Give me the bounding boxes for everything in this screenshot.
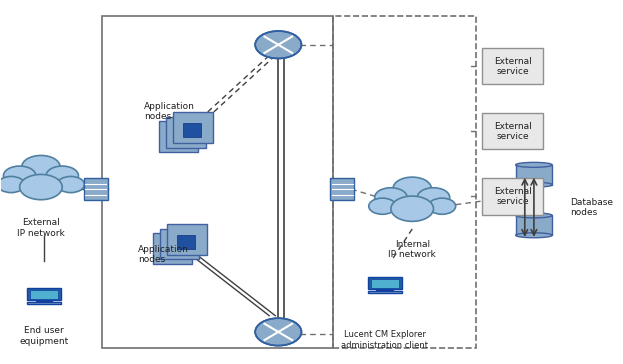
Circle shape (393, 177, 431, 200)
FancyBboxPatch shape (159, 121, 198, 152)
FancyBboxPatch shape (170, 240, 188, 253)
FancyBboxPatch shape (166, 117, 206, 147)
Text: Application
nodes: Application nodes (145, 102, 195, 121)
FancyBboxPatch shape (169, 132, 186, 146)
Circle shape (0, 177, 25, 193)
FancyBboxPatch shape (30, 290, 59, 299)
Circle shape (374, 188, 407, 207)
Circle shape (22, 155, 60, 178)
FancyBboxPatch shape (27, 288, 60, 300)
FancyBboxPatch shape (368, 291, 402, 293)
Circle shape (429, 198, 455, 214)
FancyBboxPatch shape (36, 300, 52, 301)
FancyBboxPatch shape (368, 277, 402, 289)
FancyBboxPatch shape (482, 113, 543, 150)
FancyBboxPatch shape (167, 225, 207, 255)
FancyBboxPatch shape (482, 48, 543, 84)
FancyBboxPatch shape (153, 233, 192, 264)
Circle shape (4, 166, 36, 185)
FancyBboxPatch shape (183, 123, 201, 137)
FancyBboxPatch shape (83, 178, 108, 200)
FancyBboxPatch shape (163, 244, 180, 258)
Circle shape (46, 166, 78, 185)
Circle shape (369, 198, 396, 214)
Text: External
service: External service (494, 57, 531, 76)
Text: Lucent CM Explorer
administration client: Lucent CM Explorer administration client (341, 330, 428, 349)
Ellipse shape (516, 213, 552, 218)
FancyBboxPatch shape (516, 165, 552, 185)
Text: End user
equipment: End user equipment (19, 327, 69, 346)
Text: External
service: External service (494, 122, 531, 141)
Circle shape (57, 177, 84, 193)
FancyBboxPatch shape (173, 112, 213, 143)
Text: External
service: External service (494, 187, 531, 206)
FancyBboxPatch shape (371, 280, 399, 288)
FancyBboxPatch shape (330, 178, 354, 200)
Circle shape (391, 196, 434, 221)
Ellipse shape (516, 162, 552, 167)
Text: Internal
IP network: Internal IP network (388, 240, 436, 259)
FancyBboxPatch shape (376, 289, 393, 290)
FancyBboxPatch shape (516, 215, 552, 235)
FancyBboxPatch shape (160, 229, 199, 260)
Ellipse shape (516, 182, 552, 187)
Text: External
IP network: External IP network (17, 218, 65, 238)
Text: Application
nodes: Application nodes (138, 245, 189, 264)
FancyBboxPatch shape (482, 178, 543, 214)
FancyBboxPatch shape (176, 127, 194, 141)
Circle shape (255, 31, 302, 59)
Circle shape (417, 188, 450, 207)
Text: Database
nodes: Database nodes (571, 198, 614, 217)
Ellipse shape (516, 233, 552, 238)
FancyBboxPatch shape (27, 302, 60, 304)
Circle shape (255, 318, 302, 346)
FancyBboxPatch shape (177, 235, 195, 249)
Circle shape (20, 174, 62, 200)
